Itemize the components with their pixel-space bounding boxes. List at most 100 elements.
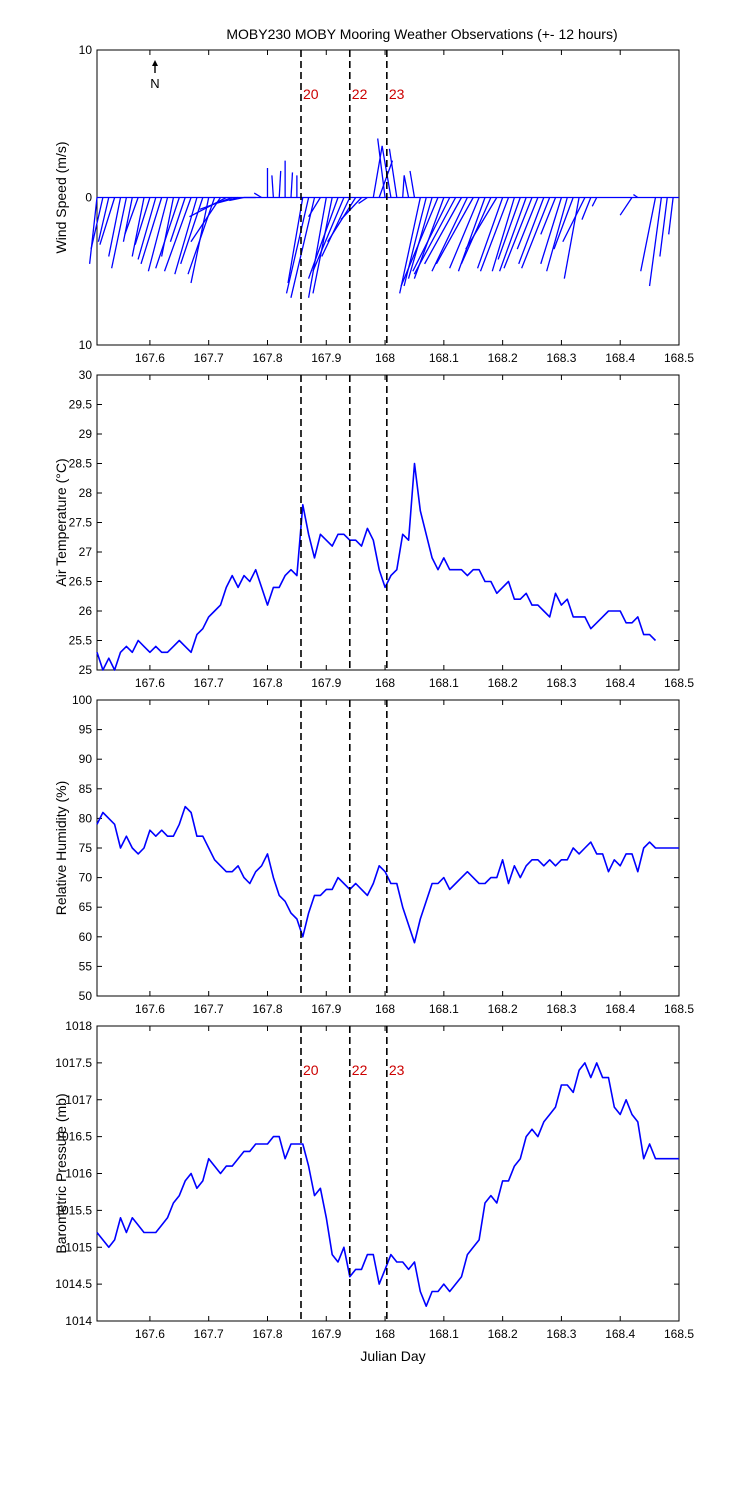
wind-vector <box>287 197 304 284</box>
wind-vector <box>378 160 394 198</box>
y-tick-label: 28.5 <box>69 457 93 471</box>
wind-vector <box>412 197 451 272</box>
event-marker-label: 20 <box>303 1062 319 1078</box>
x-tick-label: 168.4 <box>605 676 635 690</box>
north-arrow-head <box>152 60 158 66</box>
axis-frame <box>96 374 680 671</box>
wind-vector <box>90 197 104 250</box>
panel-2: 167.6 167.7 167.8 167.9 168 168.1 168.2 168.3 16… <box>53 368 694 690</box>
panel-1: 167.6 167.7 167.8 167.9 168 168.1 168.2 168.3 16… <box>53 43 694 365</box>
wind-vector <box>312 197 345 272</box>
y-tick-label: 60 <box>79 930 93 944</box>
x-tick-label: 168.1 <box>429 1002 459 1016</box>
y-tick-label: 95 <box>79 723 93 737</box>
x-tick-label: 168.5 <box>664 1002 694 1016</box>
wind-vector <box>271 175 275 198</box>
y-axis-label: Relative Humidity (%) <box>53 781 69 916</box>
y-axis-label: Wind Speed (m/s) <box>53 141 69 253</box>
wind-vector <box>465 197 498 250</box>
event-marker-label: 23 <box>389 1062 405 1078</box>
wind-vector <box>591 197 598 207</box>
wind-vector <box>137 197 157 260</box>
wind-vector <box>163 197 192 272</box>
x-tick-label: 168.5 <box>664 676 694 690</box>
wind-vector <box>285 197 310 294</box>
x-tick-label: 168.3 <box>546 676 576 690</box>
x-tick-label: 168.1 <box>429 676 459 690</box>
x-tick-label: 168.2 <box>488 1327 518 1341</box>
wind-vector <box>449 197 480 269</box>
x-tick-label: 167.9 <box>311 1327 341 1341</box>
wind-vector <box>88 197 98 264</box>
wind-vector <box>108 197 122 257</box>
series-line <box>96 462 657 671</box>
wind-vector <box>229 196 245 202</box>
event-marker-label: 20 <box>303 86 319 102</box>
x-tick-label: 168.1 <box>429 351 459 365</box>
wind-vector <box>546 197 568 272</box>
y-tick-label: 1016 <box>65 1167 92 1181</box>
wind-vector <box>174 197 198 275</box>
wind-vector <box>553 197 574 250</box>
wind-vector <box>431 197 468 272</box>
panel-4: 167.6 167.7 167.8 167.9 168 168.1 168.2 168.3 16… <box>53 1019 694 1341</box>
wind-vector <box>180 197 204 265</box>
wind-vector <box>619 197 633 216</box>
wind-vector <box>307 197 339 279</box>
x-tick-label: 167.7 <box>194 1002 224 1016</box>
wind-vector <box>388 148 398 198</box>
x-tick-label: 168.3 <box>546 1327 576 1341</box>
wind-vector <box>111 197 128 269</box>
x-tick-label: 168.2 <box>488 676 518 690</box>
wind-vector <box>563 197 580 279</box>
y-axis-label: Barometric Pressure (mb) <box>53 1093 69 1253</box>
y-tick-label: 1018 <box>65 1019 92 1033</box>
event-marker-label: 23 <box>389 86 405 102</box>
x-tick-label: 168.1 <box>429 1327 459 1341</box>
wind-vector <box>278 170 282 198</box>
y-tick-label: 1016.5 <box>55 1130 92 1144</box>
wind-vector <box>479 197 510 272</box>
wind-vector <box>187 197 216 275</box>
wind-vector <box>413 197 457 275</box>
x-tick-label: 167.8 <box>252 1327 282 1341</box>
wind-vector <box>372 145 383 198</box>
wind-vector <box>540 197 563 265</box>
y-tick-label: 80 <box>79 811 93 825</box>
x-tick-label: 168 <box>375 1002 395 1016</box>
x-tick-label: 168.3 <box>546 351 576 365</box>
y-tick-label: 30 <box>79 368 93 382</box>
wind-vector <box>140 197 163 265</box>
north-arrow-label: N <box>150 76 159 91</box>
wind-vector <box>640 197 657 272</box>
y-tick-label: 26 <box>79 604 93 618</box>
x-tick-label: 168 <box>375 676 395 690</box>
series-line <box>96 805 679 944</box>
x-tick-label: 168.3 <box>546 1002 576 1016</box>
x-tick-label: 167.7 <box>194 676 224 690</box>
event-marker-label: 22 <box>352 86 368 102</box>
wind-vector <box>358 196 368 204</box>
y-tick-label: 100 <box>72 693 92 707</box>
wind-vector <box>491 197 516 272</box>
x-tick-label: 167.7 <box>194 1327 224 1341</box>
wind-vector <box>424 197 463 265</box>
wind-vector <box>307 197 327 298</box>
y-tick-label: 90 <box>79 752 93 766</box>
wind-vector <box>400 197 439 287</box>
wind-vector <box>215 196 239 205</box>
wind-vector <box>190 197 221 243</box>
wind-vector <box>253 192 262 199</box>
y-tick-label: 27.5 <box>69 516 93 530</box>
x-tick-label: 167.7 <box>194 351 224 365</box>
wind-vector <box>668 197 674 235</box>
wind-vector <box>290 172 294 198</box>
y-tick-label: 25 <box>79 663 93 677</box>
x-tick-label: 168.2 <box>488 351 518 365</box>
wind-vector <box>498 197 527 272</box>
axis-frame <box>96 699 680 997</box>
y-tick-label: 65 <box>79 900 93 914</box>
y-tick-label: 1015.5 <box>55 1203 92 1217</box>
wind-vector <box>435 197 474 265</box>
